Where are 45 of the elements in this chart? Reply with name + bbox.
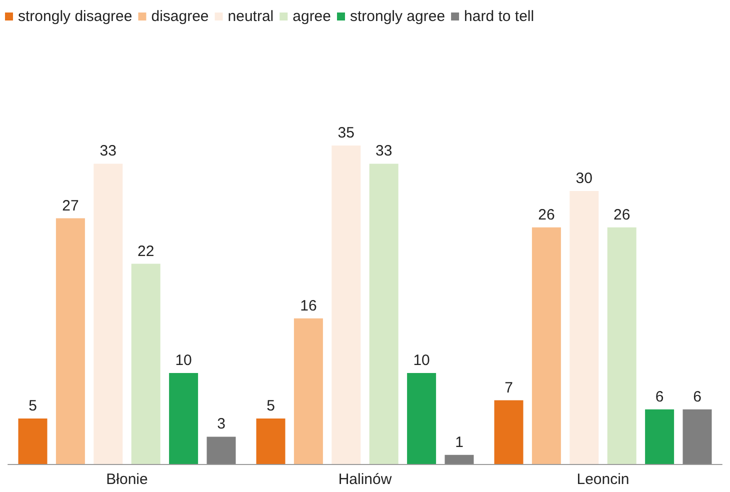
bar (94, 164, 123, 464)
data-label: 26 (614, 206, 630, 224)
bar (294, 318, 323, 464)
data-label: 5 (28, 398, 37, 414)
data-label: 5 (266, 398, 275, 414)
legend-label: disagree (151, 8, 209, 25)
legend-label: agree (292, 8, 332, 25)
bar (256, 418, 286, 464)
bar (607, 227, 636, 464)
bar (570, 191, 599, 464)
x-tick-label: Halinów (338, 471, 392, 488)
bar (332, 146, 361, 464)
bar (532, 227, 561, 464)
data-label: 30 (576, 170, 592, 187)
data-label: 3 (217, 416, 226, 433)
bar (131, 264, 160, 464)
data-label: 10 (413, 352, 430, 369)
data-label: 33 (376, 142, 392, 160)
legend-label: neutral (228, 8, 274, 25)
bar (369, 164, 398, 464)
data-label: 10 (175, 352, 192, 369)
data-label: 22 (138, 242, 154, 260)
data-label: 16 (300, 297, 317, 314)
data-label: 27 (62, 197, 79, 214)
bar (169, 373, 198, 464)
legend-label: strongly agree (350, 8, 446, 25)
data-label: 33 (100, 142, 116, 160)
data-label: 26 (538, 206, 555, 224)
bar (18, 418, 48, 464)
data-label: 6 (693, 388, 702, 406)
data-label: 35 (338, 124, 354, 142)
x-tick-label: Błonie (106, 471, 148, 488)
data-label: 7 (504, 379, 513, 396)
bar (56, 218, 85, 464)
bar (407, 373, 436, 464)
x-tick-label: Leoncin (576, 471, 630, 488)
bar (645, 409, 674, 464)
legend-label: hard to tell (464, 8, 534, 25)
bar (682, 409, 712, 464)
bar (494, 400, 524, 464)
data-label: 1 (455, 434, 464, 451)
data-label: 6 (655, 388, 664, 406)
bar (444, 454, 474, 464)
legend-label: strongly disagree (18, 8, 132, 25)
bar (206, 436, 236, 464)
